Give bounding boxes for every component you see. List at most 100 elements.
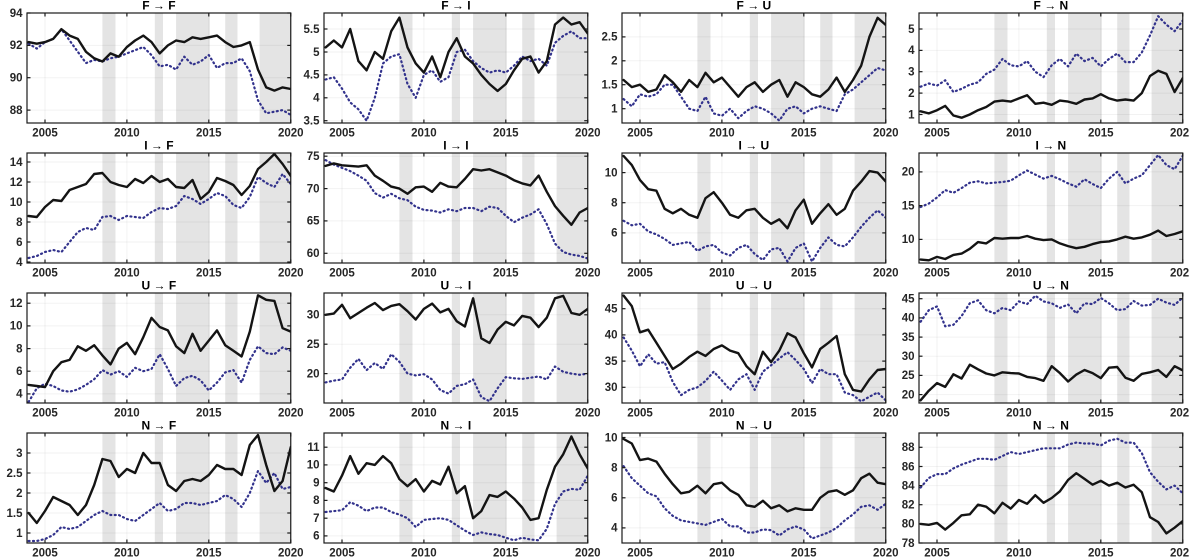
recession-band [749, 433, 758, 543]
y-tick-label: 3.5 [304, 116, 321, 128]
x-tick-label: 2020 [278, 548, 304, 560]
recession-band [819, 433, 832, 543]
x-tick-label: 2010 [1006, 548, 1032, 560]
y-tick-label: 82 [901, 500, 914, 512]
x-tick-label: 2020 [873, 128, 899, 140]
recession-band [770, 293, 805, 403]
plot-frame [620, 432, 886, 544]
panel-title: I → F [144, 139, 173, 153]
recession-band [1046, 293, 1055, 403]
recession-band [473, 13, 507, 123]
x-tick-label: 2020 [278, 268, 304, 280]
x-tick-label: 2020 [575, 548, 601, 560]
x-tick-label: 2005 [32, 128, 58, 140]
recession-band [749, 13, 758, 123]
recession-band [749, 293, 758, 403]
panel-title: N → U [735, 419, 771, 433]
panel-cell-u-to-f: 2005 2010 2015 2020 4 6 8 10 12 U → F [0, 279, 304, 420]
solid-black-series-line [919, 69, 1183, 119]
recession-band [994, 13, 1008, 123]
y-tick-label: 4 [611, 523, 618, 535]
tick-marks [621, 153, 886, 263]
panel-f-to-f: 2005 2010 2015 2020 88 90 92 94 F → F [10, 0, 304, 140]
recession-band [1067, 433, 1102, 543]
x-tick-label: 2015 [791, 408, 817, 420]
y-tick-label: 11 [308, 442, 321, 454]
x-tick-label: 2005 [329, 268, 355, 280]
y-tick-label: 2 [16, 488, 22, 500]
recession-band [770, 153, 805, 263]
x-tick-label: 2015 [196, 548, 222, 560]
solid-black-series-line [324, 16, 588, 93]
y-tick-label: 1 [908, 109, 915, 121]
panel-f-to-i: 2005 2010 2015 2020 3.5 4 4.5 5 5.5 F → I [304, 0, 601, 140]
y-tick-label: 25 [307, 339, 320, 351]
recession-band [770, 13, 805, 123]
recession-band [102, 433, 116, 543]
y-tick-label: 4 [16, 257, 23, 269]
recession-band [399, 433, 413, 543]
recession-band [819, 293, 832, 403]
dotted-blue-series-line [27, 28, 291, 116]
x-tick-label: 2020 [873, 408, 899, 420]
x-tick-label: 2020 [1170, 548, 1189, 560]
plot-frame [918, 152, 1184, 264]
tick-marks [918, 153, 1184, 263]
y-tick-label: 6 [16, 237, 22, 249]
plot-frame [323, 152, 589, 264]
panel-f-to-u: 2005 2010 2015 2020 1 1.5 2 2.5 F → U [601, 0, 898, 140]
solid-black-series-line [621, 437, 886, 513]
plot-frame [26, 152, 292, 264]
panel-cell-u-to-u: 2005 2010 2015 2020 30 35 40 45 U → U [595, 279, 898, 420]
x-tick-label: 2005 [32, 268, 58, 280]
y-tick-label: 1 [611, 104, 618, 116]
panel-u-to-n: 2005201020152020202530354045U → N [901, 279, 1189, 420]
x-tick-label: 2005 [924, 268, 950, 280]
tick-marks [27, 12, 292, 123]
x-tick-label: 2010 [709, 268, 735, 280]
panel-title: N → N [1033, 419, 1069, 433]
recession-band [854, 293, 886, 403]
panel-cell-i-to-u: 2005 2010 2015 2020 6 8 10 I → U [595, 139, 898, 280]
y-tick-label: 88 [10, 105, 23, 117]
solid-black-series-line [27, 294, 291, 389]
recession-band [452, 153, 461, 263]
dotted-blue-series-line [324, 30, 588, 122]
y-tick-label: 94 [10, 8, 23, 20]
panel-n-to-i: 2005 2010 2015 2020 6 7 8 9 10 11 N → I [307, 419, 601, 560]
y-tick-label: 6 [611, 493, 617, 505]
y-tick-label: 12 [10, 177, 23, 189]
tick-marks [621, 293, 886, 403]
x-tick-label: 2020 [1170, 268, 1189, 280]
dotted-blue-series-line [324, 353, 588, 403]
dotted-blue-series-line [27, 172, 291, 260]
recession-band [1067, 13, 1102, 123]
solid-black-series-line [621, 154, 886, 230]
panel-title: I → I [443, 139, 468, 153]
panel-f-to-n: 2005 2010 2015 2020 1 2 3 4 5 F → N [908, 0, 1189, 140]
y-tick-label: 3 [908, 67, 914, 79]
y-tick-label: 8 [611, 198, 618, 210]
recession-band [1116, 153, 1130, 263]
solid-black-series-line [919, 229, 1183, 262]
solid-black-series-line [621, 294, 886, 393]
tick-marks [27, 153, 292, 263]
y-tick-label: 70 [307, 183, 320, 195]
recession-band [473, 153, 507, 263]
recession-band [154, 13, 163, 123]
panel-cell-f-to-u: 2005 2010 2015 2020 1 1.5 2 2.5 F → U [595, 0, 898, 140]
x-tick-label: 2005 [627, 548, 653, 560]
recession-band [102, 293, 116, 403]
x-tick-label: 2010 [411, 268, 437, 280]
x-tick-label: 2015 [493, 268, 519, 280]
y-tick-label: 1 [16, 528, 23, 540]
x-tick-label: 2005 [32, 548, 58, 560]
panel-n-to-n: 2005 2010 2015 2020 78 80 82 84 86 88 N → N [901, 419, 1189, 560]
solid-black-series-line [324, 294, 588, 345]
solid-black-series-line [324, 435, 588, 522]
y-tick-label: 15 [901, 200, 914, 212]
y-tick-label: 2.5 [601, 32, 618, 44]
x-tick-label: 2020 [1170, 128, 1189, 140]
recession-band [1151, 293, 1183, 403]
panel-title: U → U [735, 279, 771, 293]
